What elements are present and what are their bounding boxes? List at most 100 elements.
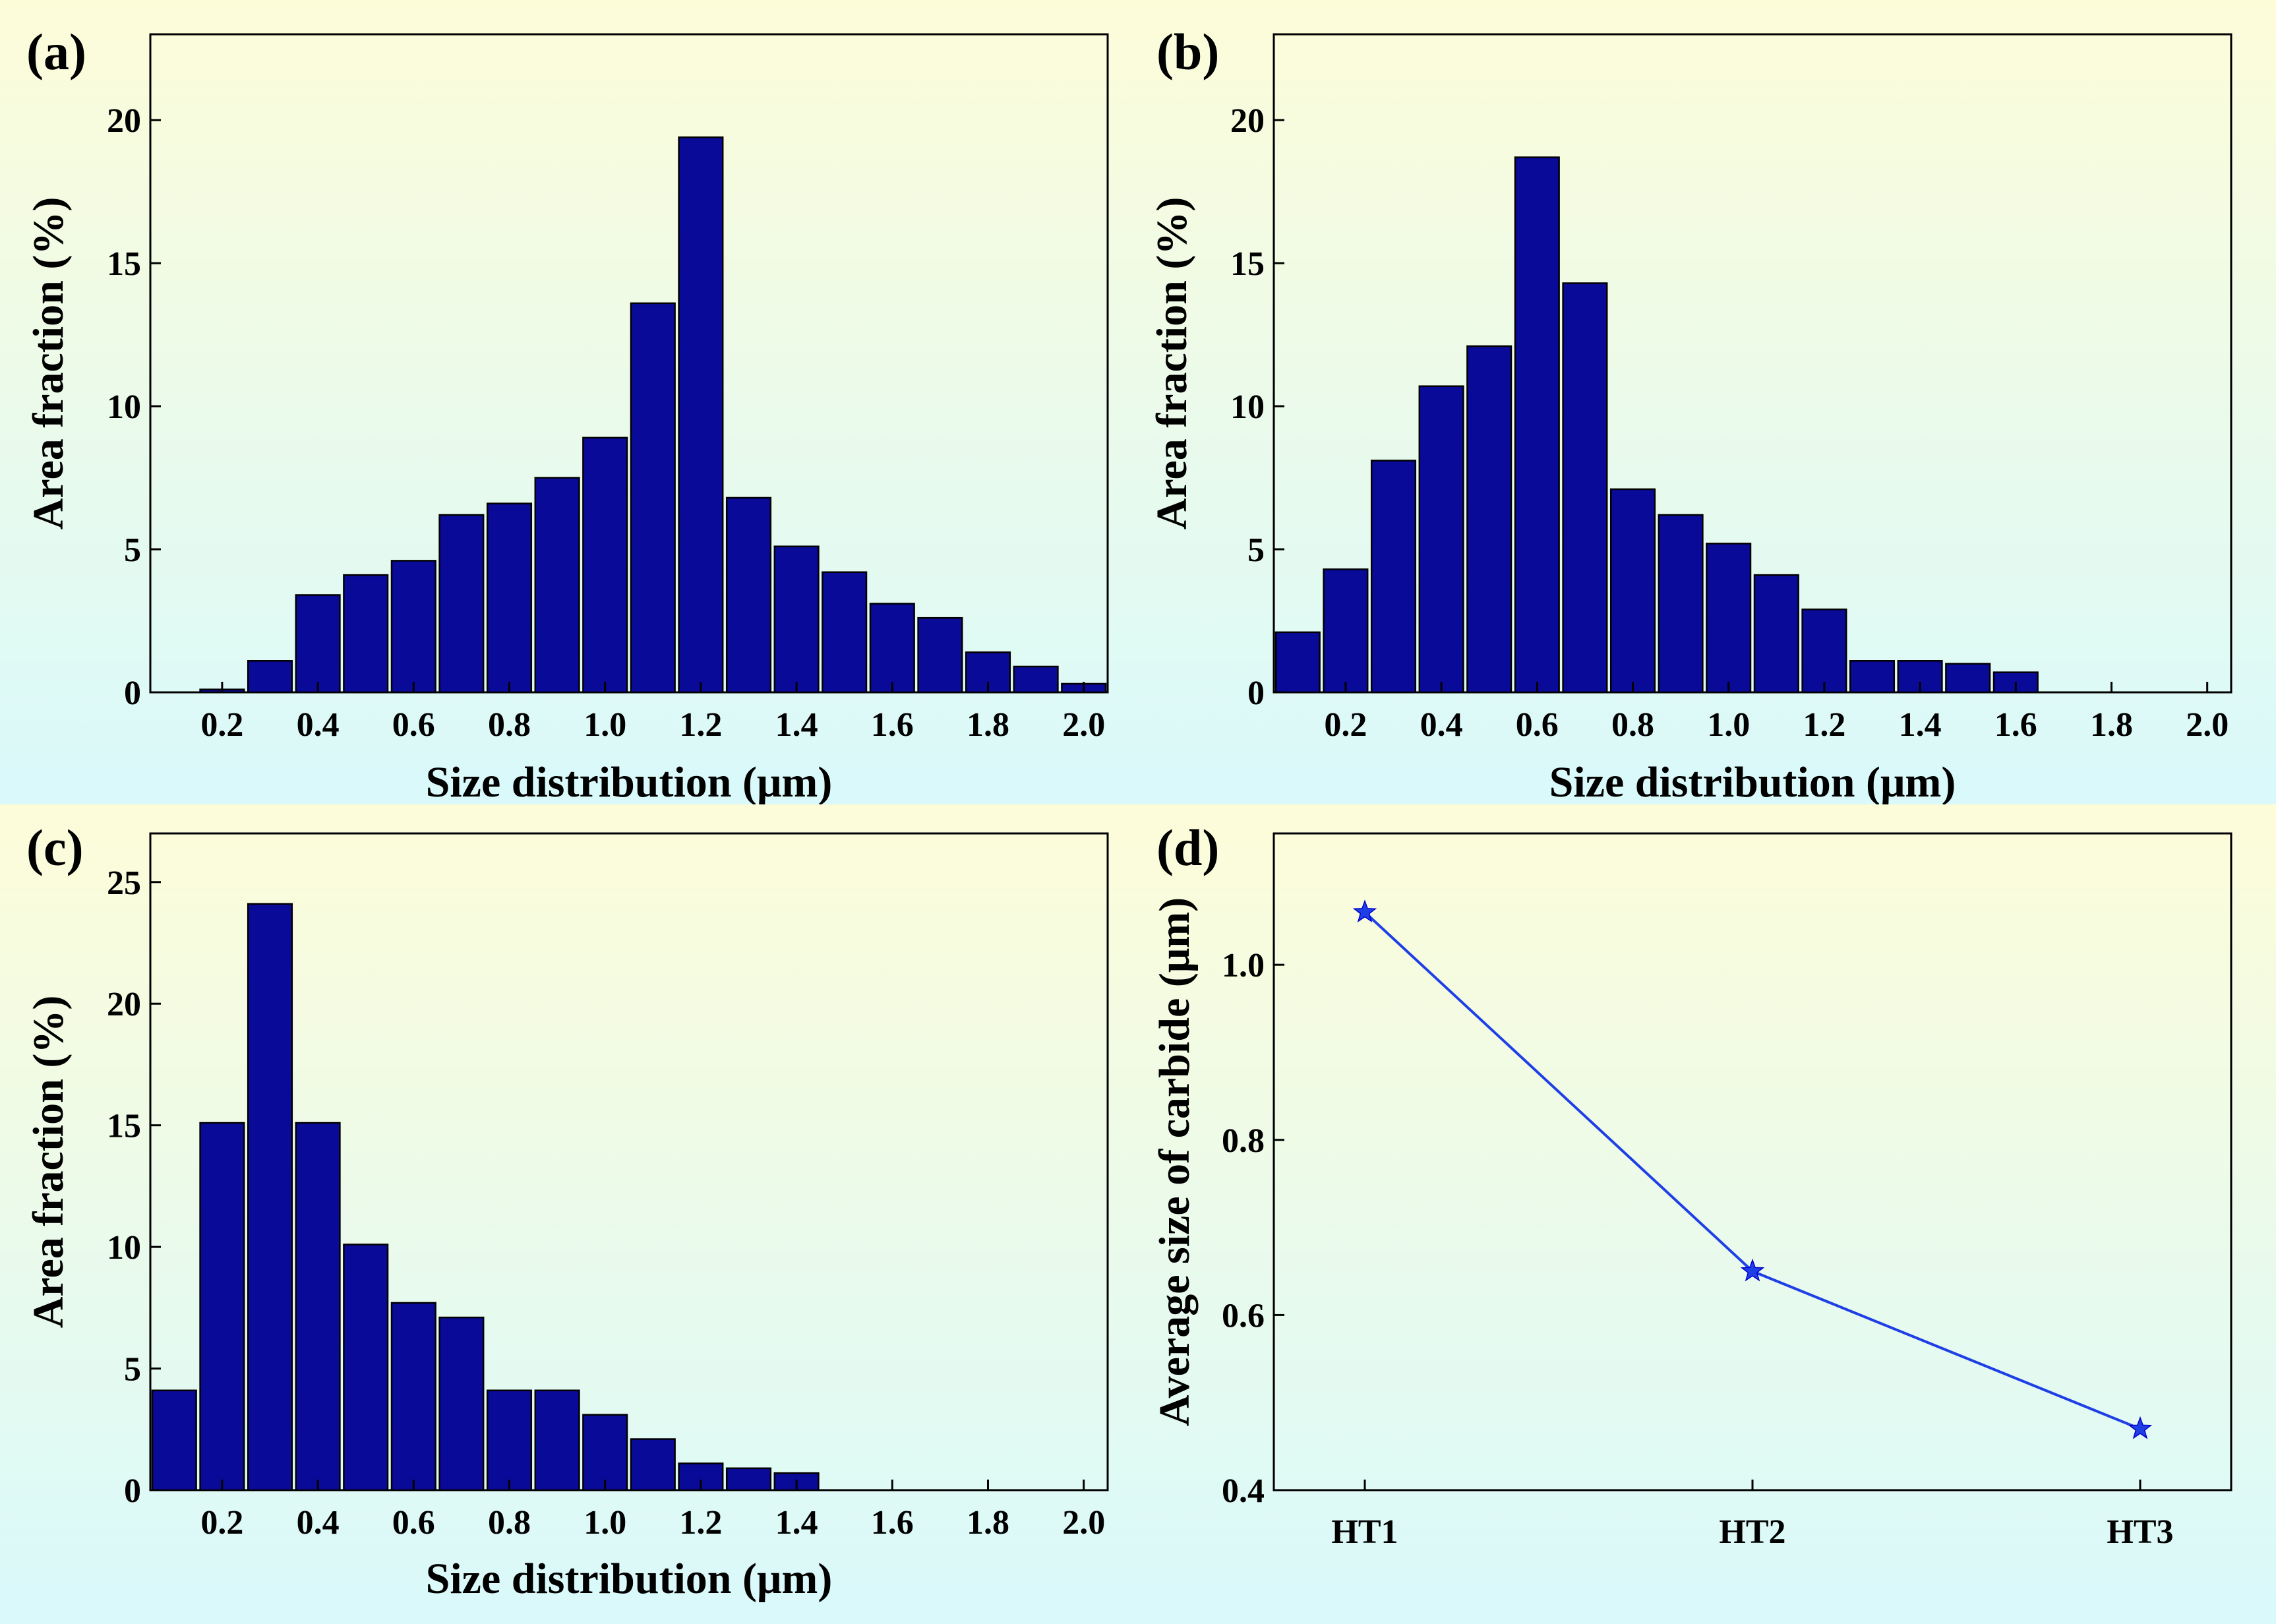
panel-a-y-ticks: 0 5 10 15 20 <box>107 102 161 712</box>
panel-b-y-tick-label: 10 <box>1230 388 1265 426</box>
panel-b-bar <box>1274 631 1321 694</box>
panel-c-bar <box>725 1467 772 1491</box>
panel-c-x-tick-label: 1.2 <box>679 1504 722 1542</box>
panel-c-y-tick-label: 0 <box>124 1472 141 1510</box>
panel-a-y-axis-label: Area fraction (%) <box>24 197 73 530</box>
panel-c-y-tick-label: 5 <box>124 1351 141 1389</box>
panel-b-y-tick-label: 15 <box>1230 245 1265 283</box>
panel-a-x-tick-label: 1.2 <box>679 706 722 744</box>
panel-b-y-tick-label: 0 <box>1247 675 1265 712</box>
panel-c-bar <box>295 1122 341 1491</box>
panel-a-y-tick-label: 20 <box>107 102 141 140</box>
panel-a-bar <box>822 571 868 694</box>
panel-c-x-tick-label: 1.0 <box>584 1504 626 1542</box>
panel-a-x-tick-label: 0.8 <box>488 706 531 744</box>
panel-b-x-tick-label: 1.6 <box>1994 706 2037 744</box>
panel-a-bar <box>438 514 485 694</box>
panel-c-x-tick-label: 0.8 <box>488 1504 531 1542</box>
panel-b-bar <box>1945 663 1991 694</box>
panel-c-label: (c) <box>26 819 84 876</box>
panel-a-bar <box>917 617 963 694</box>
panel-a-plot-frame <box>149 33 1109 694</box>
panel-a-y-tick-label: 5 <box>124 531 141 569</box>
panel-a-y-tick-label: 10 <box>107 388 141 426</box>
panel-b-x-axis-label: Size distribution (μm) <box>1549 758 1956 806</box>
panel-a-x-tick-label: 2.0 <box>1062 706 1105 744</box>
panel-b-bar <box>1323 568 1369 694</box>
panel-b-bar <box>1658 514 1704 694</box>
panel-a-bar <box>247 660 293 694</box>
panel-c-y-tick-label: 15 <box>107 1108 141 1145</box>
panel-a-bars <box>199 136 1107 694</box>
panel-c-x-tick-label: 0.2 <box>200 1504 243 1542</box>
panel-a-x-axis-label: Size distribution (μm) <box>426 758 833 806</box>
panel-b-x-tick-label: 1.4 <box>1899 706 1942 744</box>
panel-c-background <box>0 804 1130 1624</box>
panel-b-bar <box>1753 574 1799 694</box>
panel-d-label: (d) <box>1156 819 1219 876</box>
panel-c-y-tick-label: 20 <box>107 986 141 1023</box>
panel-d-x-tick-label: HT3 <box>2107 1513 2173 1551</box>
panel-c-bar <box>438 1316 485 1491</box>
panel-b-label: (b) <box>1156 23 1219 80</box>
panel-c-bar <box>582 1414 628 1491</box>
panel-a: (a) 0 5 10 15 20 0.2 0.4 0.6 0.8 1.0 1.2 1.4 1.6 1.8… <box>0 0 1130 806</box>
panel-a-x-tick-label: 0.2 <box>200 706 243 744</box>
panel-a-bar <box>678 136 724 694</box>
panel-a-x-tick-label: 1.6 <box>871 706 914 744</box>
panel-a-y-tick-label: 0 <box>124 675 141 712</box>
panel-c-bar <box>630 1438 676 1491</box>
panel-c-bar <box>486 1389 533 1491</box>
panel-b-x-tick-label: 0.4 <box>1420 706 1463 744</box>
panel-b-x-ticks: 0.2 0.4 0.6 0.8 1.0 1.2 1.4 1.6 1.8 2.0 <box>1324 682 2229 744</box>
panel-c-bar <box>247 903 293 1491</box>
panel-b-bar <box>1418 385 1464 694</box>
panel-c: (c) 0 5 10 15 20 25 0.2 0.4 0.6 0.8 1.0 1.2 1.4 1.6 1… <box>0 804 1130 1624</box>
panel-a-bar <box>295 594 341 694</box>
panel-b-y-tick-label: 5 <box>1247 531 1265 569</box>
panel-d-y-tick-label: 0.8 <box>1222 1122 1265 1160</box>
panel-a-x-tick-label: 0.4 <box>297 706 340 744</box>
panel-a-label: (a) <box>26 23 86 80</box>
panel-d-y-tick-label: 0.6 <box>1222 1297 1265 1335</box>
panel-d-point-star <box>2128 1416 2153 1439</box>
panel-c-x-tick-label: 1.6 <box>871 1504 914 1542</box>
panel-a-x-tick-label: 1.0 <box>584 706 626 744</box>
panel-b-bar <box>1370 460 1417 694</box>
panel-c-x-tick-label: 0.4 <box>297 1504 340 1542</box>
panel-a-bar <box>630 302 676 694</box>
panel-a-x-tick-label: 1.4 <box>775 706 818 744</box>
panel-c-y-tick-label: 25 <box>107 864 141 902</box>
panel-a-x-tick-label: 0.6 <box>392 706 435 744</box>
panel-b-bar <box>1801 608 1847 694</box>
panel-c-plot-frame <box>149 832 1109 1491</box>
panel-c-x-tick-label: 0.6 <box>392 1504 435 1542</box>
panel-d-y-tick-label: 1.0 <box>1222 947 1265 984</box>
panel-c-x-tick-label: 1.8 <box>967 1504 1009 1542</box>
panel-c-x-tick-label: 1.4 <box>775 1504 818 1542</box>
panel-d-y-axis-label: Average size of carbide (μm) <box>1151 897 1199 1426</box>
panel-c-y-tick-label: 10 <box>107 1229 141 1267</box>
panel-c-bar <box>534 1389 580 1491</box>
panel-a-bar <box>725 496 772 694</box>
panel-b-bar <box>1849 660 1896 694</box>
panel-a-x-tick-label: 1.8 <box>967 706 1009 744</box>
panel-c-bar <box>199 1122 245 1491</box>
panel-a-bar <box>582 436 628 694</box>
panel-b-y-axis-label: Area fraction (%) <box>1148 197 1196 530</box>
panel-d-x-tick-label: HT1 <box>1331 1513 1398 1551</box>
panel-c-bars <box>151 903 820 1491</box>
panel-c-x-axis-label: Size distribution (μm) <box>426 1555 833 1603</box>
panel-a-bar <box>1013 665 1059 694</box>
panel-b-bar <box>1466 345 1512 694</box>
panel-a-bar <box>486 502 533 694</box>
panel-c-x-tick-label: 2.0 <box>1062 1504 1105 1542</box>
panel-b-bars <box>1274 156 2039 694</box>
panel-a-bar <box>390 560 436 694</box>
panel-c-y-ticks: 0 5 10 15 20 25 <box>107 864 161 1510</box>
panel-a-x-ticks: 0.2 0.4 0.6 0.8 1.0 1.2 1.4 1.6 1.8 2.0 <box>200 682 1105 744</box>
panel-c-bar <box>343 1244 389 1491</box>
panel-c-x-ticks: 0.2 0.4 0.6 0.8 1.0 1.2 1.4 1.6 1.8 2.0 <box>200 1480 1105 1542</box>
panel-a-y-tick-label: 15 <box>107 245 141 283</box>
